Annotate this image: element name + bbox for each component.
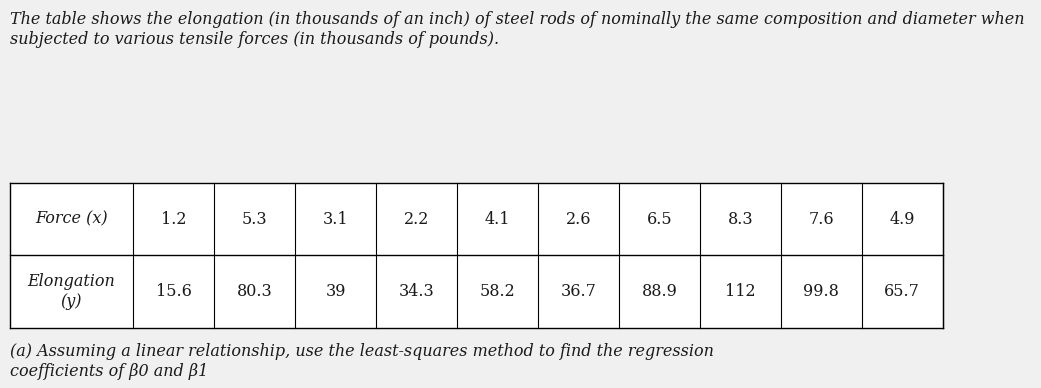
Text: 4.9: 4.9 (889, 211, 915, 228)
Text: 112: 112 (725, 283, 756, 300)
Text: 2.6: 2.6 (565, 211, 591, 228)
Text: Force (x): Force (x) (35, 211, 107, 228)
Text: Elongation
(y): Elongation (y) (27, 274, 116, 310)
Text: 6.5: 6.5 (646, 211, 672, 228)
Text: 80.3: 80.3 (237, 283, 273, 300)
Text: 65.7: 65.7 (884, 283, 920, 300)
Text: 3.1: 3.1 (323, 211, 349, 228)
FancyBboxPatch shape (9, 183, 943, 328)
Text: 58.2: 58.2 (480, 283, 515, 300)
Text: 99.8: 99.8 (804, 283, 839, 300)
Text: 34.3: 34.3 (399, 283, 434, 300)
Text: (a) Assuming a linear relationship, use the least-squares method to find the reg: (a) Assuming a linear relationship, use … (9, 343, 713, 380)
Text: 7.6: 7.6 (809, 211, 834, 228)
Text: 1.2: 1.2 (161, 211, 186, 228)
Text: 39: 39 (326, 283, 346, 300)
Text: 4.1: 4.1 (485, 211, 510, 228)
Text: 5.3: 5.3 (242, 211, 268, 228)
Text: 36.7: 36.7 (560, 283, 596, 300)
Text: 2.2: 2.2 (404, 211, 429, 228)
Text: 88.9: 88.9 (641, 283, 678, 300)
Text: 15.6: 15.6 (156, 283, 192, 300)
Text: The table shows the elongation (in thousands of an inch) of steel rods of nomina: The table shows the elongation (in thous… (9, 11, 1024, 48)
Text: 8.3: 8.3 (728, 211, 753, 228)
